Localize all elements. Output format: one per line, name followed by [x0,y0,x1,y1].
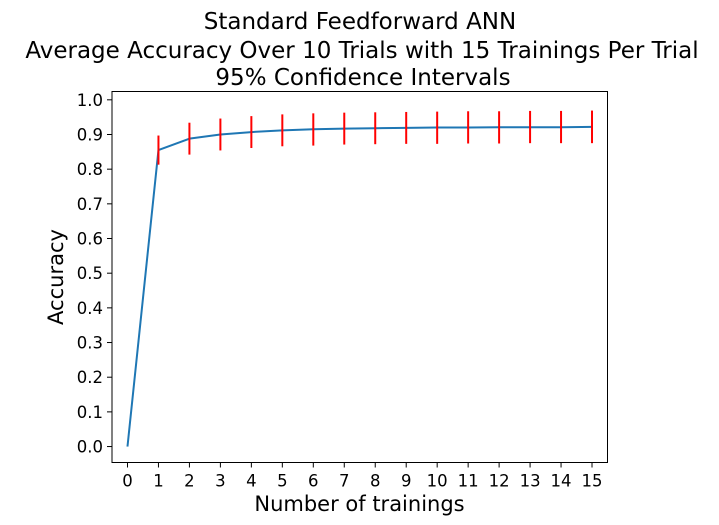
series-layer [126,125,593,447]
y-axis-label: Accuracy [44,229,68,325]
y-tick-label: 0.7 [77,195,103,214]
x-axis-label: Number of trainings [254,492,464,516]
x-tick-label: 9 [401,472,412,491]
y-tick-label: 0.4 [77,299,103,318]
x-tick-label: 14 [551,472,572,491]
x-tick-label: 15 [582,472,603,491]
x-tick-label: 12 [489,472,510,491]
chart-title-line-2: Average Accuracy Over 10 Trials with 15 … [25,38,698,64]
accuracy-line [126,125,593,447]
chart-title-line-1: Standard Feedforward ANN [204,9,516,35]
y-axis-ticks: 0.0 0.1 0.2 0.3 0.4 0.5 0.6 0.7 0.8 0.9 1.0 [77,91,112,457]
x-tick-label: 4 [246,472,257,491]
x-tick-label: 13 [520,472,541,491]
chart-title: Standard Feedforward ANN Average Accurac… [25,9,698,91]
x-tick-label: 10 [427,472,448,491]
y-tick-label: 0.0 [77,438,103,457]
y-tick-label: 0.6 [77,230,103,249]
plot-area-frame [111,91,608,463]
x-tick-label: 7 [339,472,350,491]
y-tick-label: 1.0 [77,91,103,110]
y-tick-label: 0.9 [77,125,103,144]
x-tick-label: 8 [370,472,381,491]
y-tick-label: 0.2 [77,368,103,387]
error-bar-layer [157,110,594,165]
x-tick-label: 6 [308,472,319,491]
y-tick-label: 0.5 [77,264,103,283]
chart-title-line-3: 95% Confidence Intervals [215,65,510,91]
x-tick-label: 2 [184,472,195,491]
x-tick-label: 0 [122,472,133,491]
x-tick-label: 1 [153,472,164,491]
y-tick-label: 0.8 [77,160,103,179]
x-axis-ticks: 0 1 2 3 4 5 6 7 8 9 10 11 12 13 14 15 [122,462,603,491]
x-tick-label: 3 [215,472,226,491]
y-tick-label: 0.1 [77,403,103,422]
x-tick-label: 11 [458,472,479,491]
x-tick-label: 5 [277,472,288,491]
y-tick-label: 0.3 [77,334,103,353]
